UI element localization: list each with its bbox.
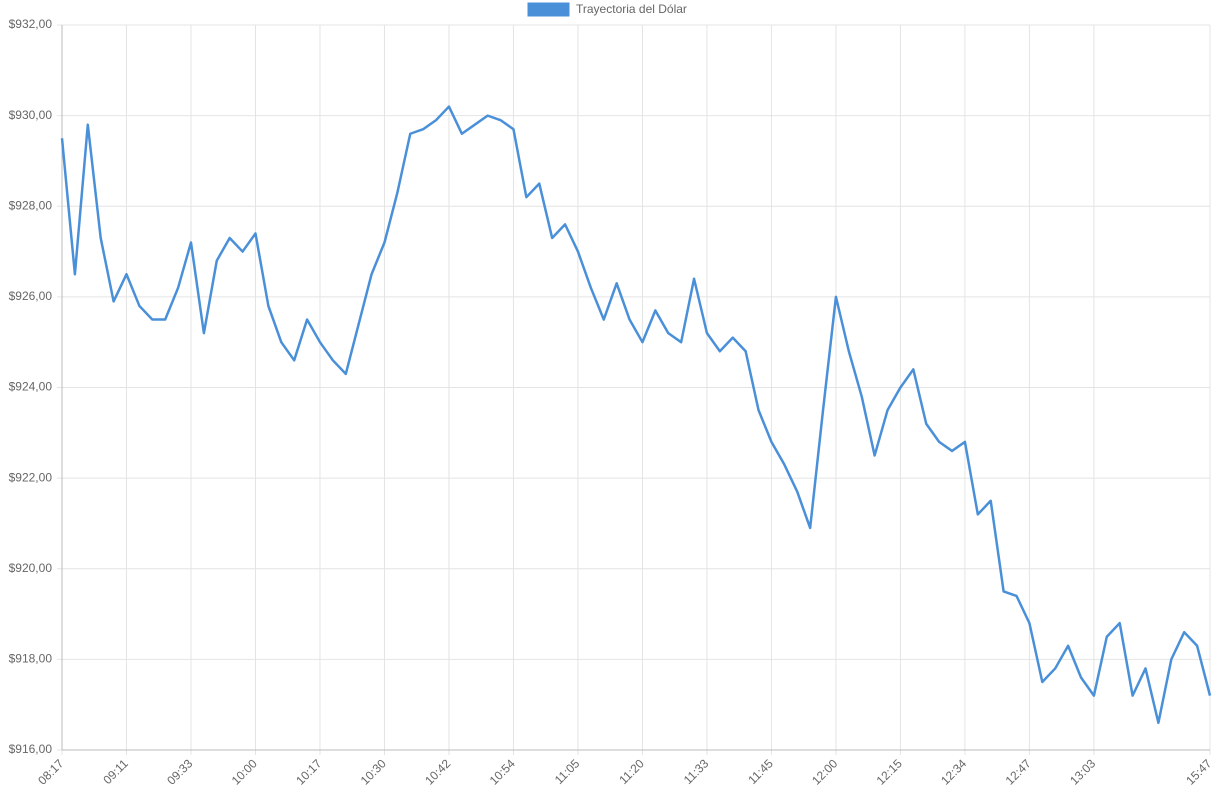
x-tick-label: 08:17	[35, 756, 66, 787]
x-tick-label: 12:15	[874, 756, 905, 787]
x-tick-label: 10:17	[293, 756, 324, 787]
x-tick-label: 12:47	[1003, 756, 1034, 787]
x-tick-label: 10:42	[422, 756, 453, 787]
data-line	[60, 105, 1212, 725]
y-tick-label: $926,00	[9, 289, 53, 303]
x-tick-label: 11:05	[552, 756, 583, 787]
x-tick-label: 12:34	[938, 756, 969, 787]
y-tick-label: $918,00	[9, 652, 53, 666]
y-tick-label: $922,00	[9, 470, 53, 484]
x-tick-label: 11:33	[681, 756, 712, 787]
x-tick-label: 09:33	[164, 756, 195, 787]
x-tick-label: 10:54	[487, 756, 518, 787]
y-tick-label: $928,00	[9, 198, 53, 212]
legend-label: Trayectoria del Dólar	[576, 2, 687, 16]
y-tick-label: $924,00	[9, 380, 53, 394]
y-tick-label: $930,00	[9, 108, 53, 122]
legend-swatch	[526, 1, 571, 18]
x-tick-label: 12:00	[809, 756, 840, 787]
x-tick-label: 15:47	[1183, 756, 1214, 787]
x-tick-label: 11:20	[616, 756, 647, 787]
x-tick-label: 13:03	[1067, 756, 1098, 787]
y-tick-label: $932,00	[9, 17, 53, 31]
x-tick-label: 09:11	[100, 756, 131, 787]
y-tick-label: $916,00	[9, 742, 53, 756]
y-tick-label: $920,00	[9, 561, 53, 575]
x-tick-label: 10:00	[229, 756, 260, 787]
x-tick-label: 10:30	[358, 756, 389, 787]
x-tick-label: 11:45	[745, 756, 776, 787]
